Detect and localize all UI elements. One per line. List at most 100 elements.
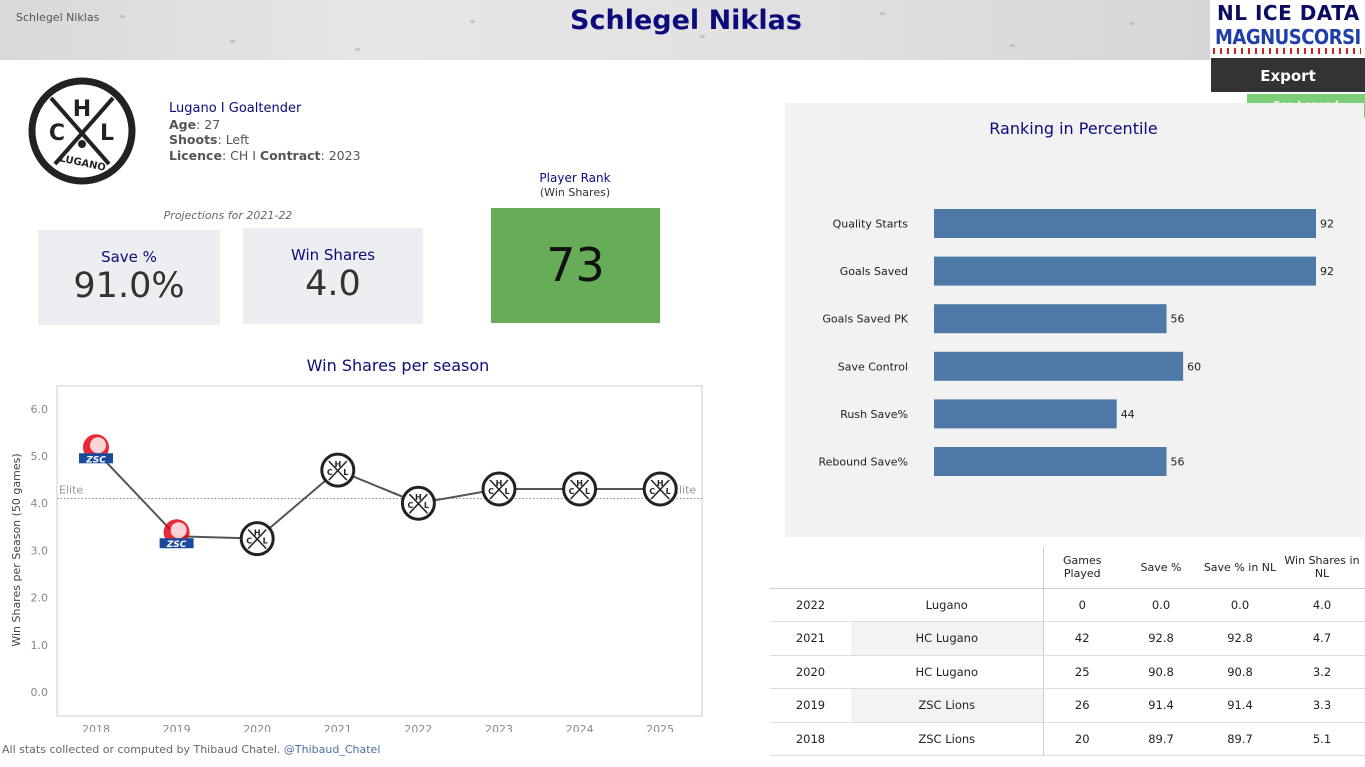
stick-icon: [489, 479, 509, 500]
logo-letter-l: L: [504, 487, 509, 496]
logo-letter-c: C: [488, 487, 494, 496]
y-axis-label: Win Shares per Season (50 games): [10, 453, 23, 646]
footer-credit: All stats collected or computed by Thiba…: [2, 743, 380, 756]
zsc-lions-logo-point: ZSC: [159, 519, 194, 550]
bar-value-label: 44: [1121, 408, 1135, 421]
plot-frame: [56, 385, 703, 717]
bar-value-label: 56: [1171, 456, 1185, 469]
age-value: 27: [204, 116, 221, 132]
percentile-bar: [934, 256, 1316, 286]
hockey-sticks-icon: [1213, 48, 1361, 54]
save-pct-cell: 91.4: [1121, 688, 1201, 723]
contract-value: 2023: [328, 147, 361, 163]
logo-letter-h: H: [415, 493, 422, 502]
team-position: Lugano I Goaltender: [169, 101, 302, 116]
licence-value: CH I: [230, 147, 256, 163]
y-tick-label: 1.0: [31, 639, 49, 652]
x-tick-label: 2018: [82, 723, 110, 732]
save-pct-cell: 92.8: [1121, 621, 1201, 656]
save-pct-nl-cell: 0.0: [1201, 588, 1279, 622]
win-shares-card: Win Shares 4.0: [243, 228, 423, 324]
year-cell: 2022: [770, 588, 851, 622]
stick-icon: [650, 479, 670, 500]
save-pct-cell: 89.7: [1121, 722, 1201, 756]
save-pct-nl-cell: 92.8: [1201, 621, 1279, 656]
table-row: 2022 Lugano 0 0.0 0.0 4.0: [770, 588, 1365, 622]
header-games-played: Games Played: [1042, 547, 1121, 589]
year-cell: 2019: [770, 688, 851, 723]
svg-text:L: L: [100, 121, 114, 146]
games-played-cell: 26: [1042, 688, 1121, 723]
table-header-row: Games Played Save % Save % in NL Win Sha…: [770, 547, 1365, 589]
lugano-logo-point: HC L: [562, 471, 598, 507]
stick-icon: [570, 479, 590, 500]
team-cell: HC Lugano: [851, 621, 1043, 656]
win-shares-line-chart: 0.0 1.0 2.0 3.0 4.0 5.0 6.0 Win Shares per Seas…: [10, 385, 703, 732]
games-played-cell: 42: [1042, 621, 1121, 656]
page-title: Schlegel Niklas: [570, 5, 802, 36]
lugano-logo-point: HC L: [481, 471, 517, 507]
logo-letter-h: H: [576, 479, 583, 488]
percentile-chart-title: Ranking in Percentile: [989, 119, 1158, 138]
save-pct-nl-cell: 90.8: [1201, 655, 1279, 689]
lugano-logo-point: HC L: [239, 521, 275, 557]
stick-icon: [328, 460, 348, 481]
team-cell: ZSC Lions: [851, 722, 1043, 756]
win-shares-nl-cell: 3.3: [1279, 688, 1365, 723]
elite-label-left: Elite: [59, 483, 83, 496]
x-tick-label: 2019: [163, 723, 191, 732]
win-shares-nl-cell: 3.2: [1279, 655, 1365, 689]
x-tick-label: 2022: [404, 723, 432, 732]
footer-text: All stats collected or computed by Thiba…: [2, 743, 281, 756]
hc-lugano-logo: H C L LUGANO: [28, 77, 136, 185]
player-rank-subtitle: (Win Shares): [539, 186, 611, 199]
logo-letter-l: L: [263, 537, 268, 546]
logo-letter-c: C: [327, 468, 333, 477]
lugano-logo-point: HC L: [642, 471, 678, 507]
save-pct-card: Save % 91.0%: [38, 230, 220, 325]
zsc-letters: ZSC: [85, 455, 106, 465]
team-cell: HC Lugano: [851, 655, 1043, 689]
logo-letter-h: H: [657, 479, 664, 488]
year-cell: 2020: [770, 655, 851, 689]
win-shares-nl-cell: 5.1: [1279, 722, 1365, 756]
logo-letter-l: L: [343, 468, 348, 477]
logo-letter-c: C: [407, 501, 413, 510]
twitter-handle-link[interactable]: @Thibaud_Chatel: [283, 743, 381, 756]
zsc-lions-logo-point: ZSC: [79, 434, 113, 465]
header-save-pct-nl: Save % in NL: [1201, 547, 1279, 589]
win-shares-nl-cell: 4.7: [1279, 621, 1365, 656]
table-row: 2018 ZSC Lions 20 89.7 89.7 5.1: [770, 722, 1365, 756]
team-cell: ZSC Lions: [851, 688, 1043, 723]
save-pct-value: 91.0%: [73, 266, 185, 306]
logo-letter-l: L: [666, 487, 671, 496]
bar-value-label: 56: [1171, 313, 1185, 326]
age-row: Age: 27: [169, 116, 221, 132]
lugano-logo-point: HC L: [320, 452, 356, 488]
percentile-bar: [934, 399, 1117, 429]
x-tick-label: 2023: [485, 723, 513, 732]
zsc-letters: ZSC: [166, 540, 187, 550]
save-pct-nl-cell: 91.4: [1201, 688, 1279, 723]
header-year: [770, 547, 851, 589]
shoots-value: Left: [225, 132, 250, 147]
category-label: Save Control: [838, 360, 908, 373]
stick-icon: [408, 493, 428, 514]
nl-ice-data-logo: NL ICE DATA MAGNUSCORSI: [1211, 0, 1365, 58]
percentile-bar: [934, 351, 1184, 381]
percentile-bar: [934, 447, 1167, 476]
save-pct-cell: 90.8: [1121, 655, 1201, 689]
year-cell: 2021: [770, 621, 851, 656]
save-pct-label: Save %: [101, 248, 157, 266]
header-save-pct: Save %: [1121, 547, 1201, 589]
save-pct-cell: 0.0: [1121, 588, 1201, 622]
elite-label-right: Elite: [672, 483, 696, 496]
export-button[interactable]: Export: [1211, 58, 1365, 92]
y-tick-label: 2.0: [31, 592, 49, 605]
logo-letter-h: H: [334, 460, 341, 469]
logo-letter-h: H: [254, 529, 261, 538]
svg-text:C: C: [49, 121, 65, 146]
logo-letter-c: C: [246, 537, 252, 546]
zsc-band-icon: [159, 538, 194, 549]
brand-line-2: MAGNUSCORSI: [1215, 25, 1361, 49]
